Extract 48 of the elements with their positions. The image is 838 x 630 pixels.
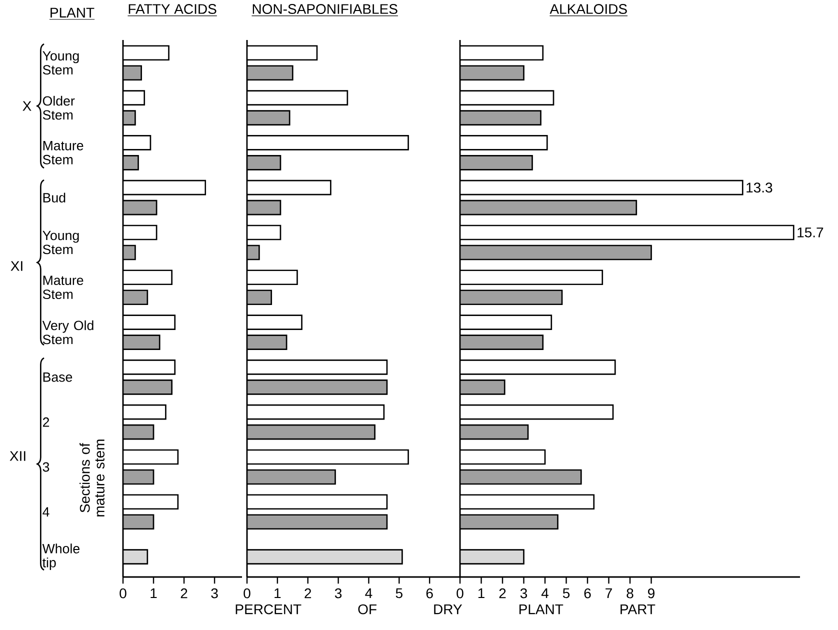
chart-title: ALKALOIDS	[550, 4, 627, 14]
x-tick-label: 6	[426, 588, 433, 598]
y-tick-label: 2	[42, 417, 50, 427]
bar	[123, 469, 154, 485]
x-tick-label: 1	[274, 588, 281, 598]
text: PLANT	[50, 8, 94, 18]
x-tick-label: 9	[648, 588, 654, 598]
x-tick-label: 0	[120, 588, 126, 598]
x-tick-label: 3	[334, 588, 342, 598]
bar	[460, 244, 652, 260]
y-tick-label: Young Stem	[42, 51, 79, 75]
x-tick-label: 4	[541, 588, 548, 598]
y-tick-label: Young Stem	[42, 230, 79, 254]
x-tick-label: 6	[584, 588, 591, 598]
x-tick-label: 0	[244, 588, 250, 598]
x-tick-label: 3	[211, 588, 218, 598]
chart-title: NON-SAPONIFIABLES	[252, 4, 398, 14]
x-tick-label: 8	[626, 588, 634, 598]
y-tick-label: Whole tip	[42, 544, 80, 570]
text: PERCENT OF DRY PLANT PART	[236, 604, 656, 614]
y-tick-label: Bud	[43, 192, 66, 202]
x-tick-label: 5	[562, 588, 570, 598]
text: XI	[10, 261, 22, 271]
x-tick-label: 5	[396, 588, 402, 598]
chart-title: FATTY ACIDS	[128, 4, 216, 14]
y-tick-label: Mature Stem	[42, 276, 84, 300]
text: XII	[10, 451, 26, 461]
y-tick-label: Mature Stem	[42, 141, 84, 164]
y-tick-label: Base	[43, 372, 72, 382]
x-tick-label: 3	[520, 588, 528, 598]
text: X	[22, 101, 32, 111]
y-tick-label: 3	[42, 462, 50, 472]
x-tick-label: 4	[365, 588, 372, 598]
data-label: 15.7	[798, 228, 824, 238]
x-tick-label: 1	[150, 588, 157, 598]
y-tick-label: Older Stem	[42, 96, 75, 120]
x-tick-label: 7	[606, 588, 612, 598]
x-tick-label: 2	[499, 588, 506, 598]
bar	[460, 469, 582, 485]
data-label: 13.3	[746, 182, 772, 193]
x-tick-label: 0	[456, 588, 464, 598]
text: Sections of mature stem	[80, 440, 104, 516]
x-tick-label: 2	[180, 588, 188, 598]
y-tick-label: 4	[42, 507, 50, 516]
y-tick-label: Very Old Stem	[42, 320, 94, 344]
x-tick-label: 1	[478, 588, 484, 598]
x-tick-label: 2	[304, 588, 312, 598]
bar	[247, 469, 336, 485]
